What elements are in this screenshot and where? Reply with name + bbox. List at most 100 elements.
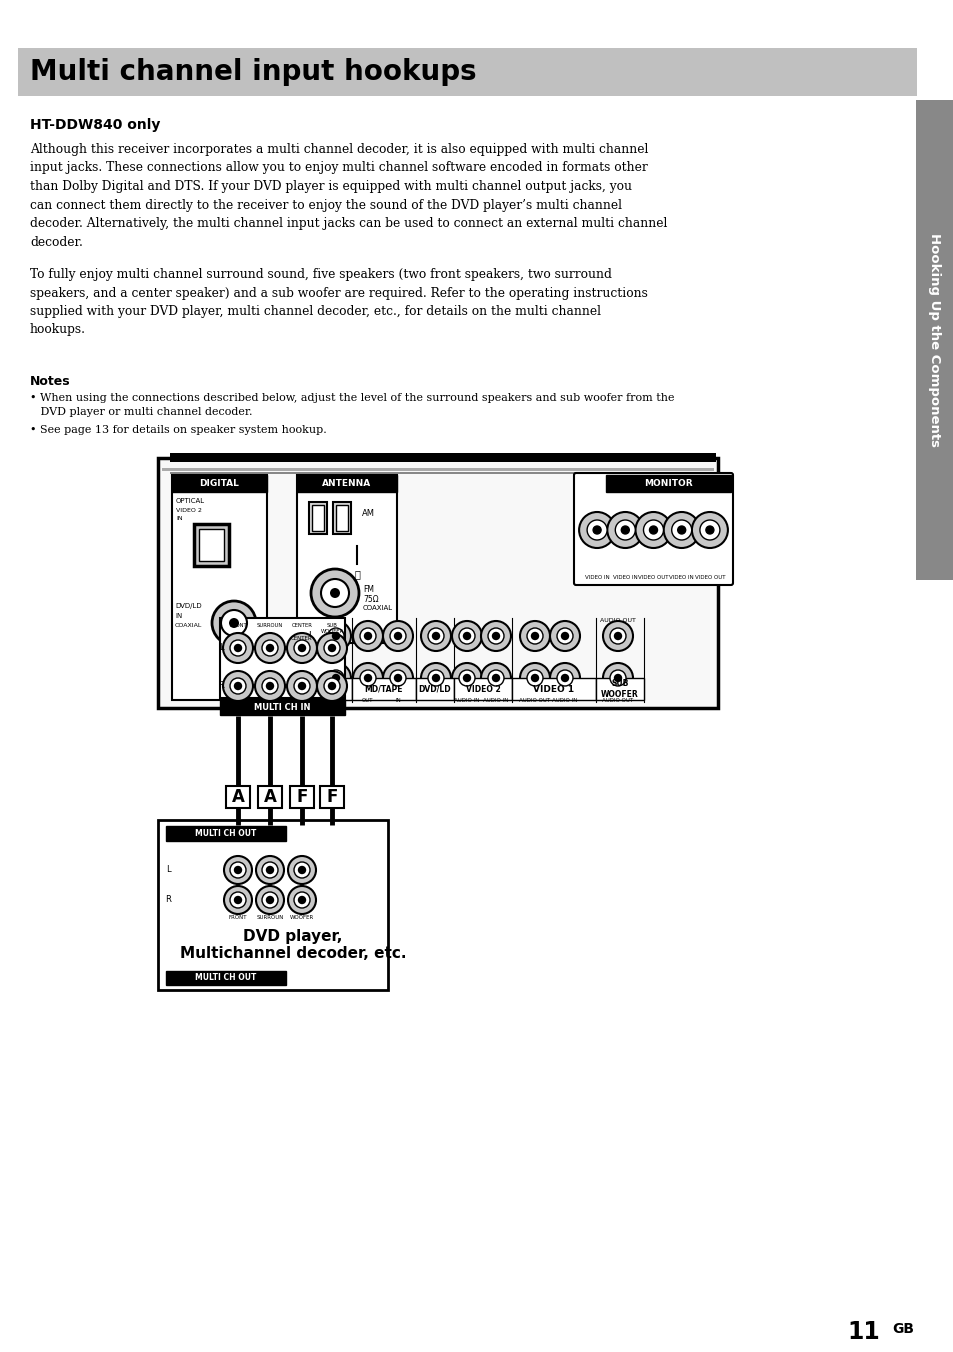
Text: R: R <box>307 673 313 683</box>
Circle shape <box>324 639 339 656</box>
Circle shape <box>620 526 629 534</box>
Circle shape <box>452 621 481 652</box>
Circle shape <box>230 639 246 656</box>
Circle shape <box>364 675 371 681</box>
Circle shape <box>230 677 246 694</box>
Bar <box>226 786 250 808</box>
Circle shape <box>229 618 239 627</box>
Circle shape <box>390 671 406 685</box>
Text: SURROUN: SURROUN <box>256 623 283 627</box>
Circle shape <box>602 621 633 652</box>
Bar <box>290 786 314 808</box>
Circle shape <box>353 621 382 652</box>
Bar <box>172 475 267 492</box>
Circle shape <box>458 671 475 685</box>
Text: R: R <box>218 681 224 691</box>
Circle shape <box>311 569 358 617</box>
Text: AUDIO IN: AUDIO IN <box>552 698 578 703</box>
Circle shape <box>593 526 600 534</box>
Bar <box>166 826 286 841</box>
Text: VIDEO IN: VIDEO IN <box>669 575 694 580</box>
Text: VIDEO IN: VIDEO IN <box>584 575 609 580</box>
Circle shape <box>294 677 310 694</box>
Text: 11: 11 <box>846 1320 879 1344</box>
Text: DVD/LD: DVD/LD <box>174 603 201 608</box>
Circle shape <box>316 671 347 700</box>
FancyBboxPatch shape <box>574 473 732 585</box>
Circle shape <box>663 512 699 548</box>
Circle shape <box>550 662 579 694</box>
Circle shape <box>671 521 691 539</box>
Circle shape <box>294 639 310 656</box>
Circle shape <box>266 683 274 690</box>
Text: IN: IN <box>174 612 182 619</box>
Bar <box>172 475 267 700</box>
Circle shape <box>255 856 284 884</box>
Bar <box>220 618 345 698</box>
Circle shape <box>298 645 305 652</box>
Text: Multi channel input hookups: Multi channel input hookups <box>30 58 476 87</box>
Text: ⑂: ⑂ <box>354 569 359 579</box>
Circle shape <box>221 610 247 635</box>
Circle shape <box>635 512 671 548</box>
Text: IN: IN <box>175 516 182 521</box>
Circle shape <box>223 671 253 700</box>
Bar <box>193 525 229 566</box>
Circle shape <box>643 521 662 539</box>
Circle shape <box>458 627 475 644</box>
Circle shape <box>224 886 252 914</box>
Text: IN: IN <box>395 698 400 703</box>
Text: COAXIAL: COAXIAL <box>174 623 202 627</box>
Circle shape <box>492 633 499 639</box>
Text: L: L <box>308 631 313 641</box>
Circle shape <box>488 671 503 685</box>
Circle shape <box>691 512 727 548</box>
Circle shape <box>492 675 499 681</box>
Bar <box>158 458 718 708</box>
Circle shape <box>255 886 284 914</box>
Circle shape <box>609 627 625 644</box>
Text: MULTI CH OUT: MULTI CH OUT <box>195 829 256 838</box>
Circle shape <box>288 886 315 914</box>
Circle shape <box>287 671 316 700</box>
Circle shape <box>294 892 310 909</box>
Circle shape <box>266 896 274 903</box>
Text: DVD/LD: DVD/LD <box>418 684 451 694</box>
Circle shape <box>395 633 401 639</box>
Circle shape <box>266 645 274 652</box>
Circle shape <box>609 671 625 685</box>
Bar <box>319 786 344 808</box>
Text: VIDEO OUT: VIDEO OUT <box>638 575 668 580</box>
Text: OUT: OUT <box>362 698 374 703</box>
Circle shape <box>324 677 339 694</box>
Circle shape <box>614 675 620 681</box>
Text: MONITOR: MONITOR <box>643 479 692 488</box>
Circle shape <box>557 671 573 685</box>
Text: FRONT: FRONT <box>229 623 247 627</box>
Bar <box>605 475 730 492</box>
Bar <box>309 502 327 534</box>
Bar <box>317 677 352 700</box>
Bar <box>512 677 596 700</box>
Circle shape <box>420 662 451 694</box>
Text: AM: AM <box>361 510 375 519</box>
Circle shape <box>531 633 537 639</box>
Text: WOOFER: WOOFER <box>290 915 314 919</box>
Text: CD: CD <box>329 684 340 694</box>
Circle shape <box>531 675 537 681</box>
Text: L: L <box>219 644 224 653</box>
Circle shape <box>602 662 633 694</box>
Circle shape <box>432 675 439 681</box>
Text: GB: GB <box>891 1322 913 1336</box>
Text: AUDIO OUT: AUDIO OUT <box>599 618 636 623</box>
Text: • See page 13 for details on speaker system hookup.: • See page 13 for details on speaker sys… <box>30 425 327 435</box>
Circle shape <box>586 521 606 539</box>
Text: VIDEO 2: VIDEO 2 <box>175 508 202 512</box>
Text: SURROUN: SURROUN <box>256 915 283 919</box>
Circle shape <box>550 621 579 652</box>
Circle shape <box>298 896 305 903</box>
Circle shape <box>298 867 305 873</box>
Circle shape <box>395 675 401 681</box>
Text: HT-DDW840 only: HT-DDW840 only <box>30 118 160 132</box>
Text: 75Ω: 75Ω <box>363 595 378 604</box>
